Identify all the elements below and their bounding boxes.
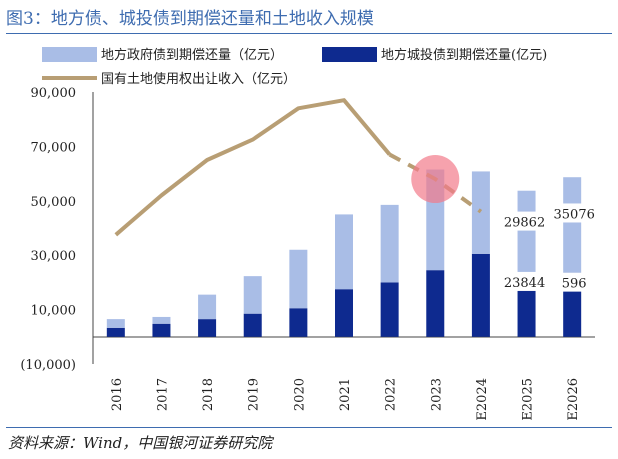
data-label: 35076: [554, 207, 595, 222]
bar-lgfv-2017: [152, 323, 171, 337]
x-tick-label: 2019: [247, 378, 262, 411]
x-tick-label: E2026: [566, 378, 581, 421]
bar-lgfv-2019: [243, 313, 262, 337]
data-label: 596: [562, 277, 587, 292]
data-label: 23844: [504, 276, 545, 291]
bar-local-gov-2021: [335, 214, 353, 290]
bar-local-gov-2020: [289, 249, 308, 309]
x-tick-label: 2022: [384, 378, 399, 411]
legend-label-local-gov: 地方政府债到期偿还量（亿元）: [101, 47, 283, 63]
footer-divider: [6, 427, 612, 428]
bar-local-gov-E2026: [563, 177, 582, 273]
legend-swatch-lgfv: [322, 47, 377, 62]
land-revenue-line: [114, 98, 392, 237]
bar-lgfv-2021: [335, 289, 353, 337]
legend-label-lgfv: 地方城投债到期偿还量(亿元): [381, 47, 547, 63]
x-tick-label: E2024: [475, 378, 490, 421]
bar-local-gov-2016: [106, 319, 125, 328]
chart-title: 图3：地方债、城投债到期偿还量和土地收入规模: [6, 9, 374, 29]
data-label-backdrop: [502, 211, 547, 231]
x-tick-label: 2021: [338, 378, 353, 411]
legend-label-land: 国有土地使用权出让收入（亿元）: [101, 71, 296, 87]
bar-local-gov-E2025: [517, 190, 536, 272]
x-tick-label: 2020: [292, 378, 307, 411]
source-note: 资料来源：Wind，中国银河证券研究院: [8, 434, 273, 452]
bar-local-gov-E2024: [471, 171, 490, 254]
y-tick-label: 10,000: [31, 304, 77, 319]
y-tick-label: 70,000: [31, 140, 77, 155]
x-tick-label: 2018: [201, 378, 216, 411]
title-divider: [6, 33, 612, 34]
data-label-backdrop: [552, 203, 597, 223]
bar-lgfv-2022: [380, 282, 399, 337]
y-tick-label: 50,000: [31, 195, 77, 210]
data-label-backdrop: [552, 272, 597, 292]
x-tick-label: 2017: [155, 378, 170, 411]
y-tick-label: 90,000: [31, 86, 77, 101]
bar-lgfv-2016: [106, 327, 125, 337]
bar-lgfv-2023: [426, 270, 445, 337]
bar-local-gov-2017: [152, 316, 171, 324]
data-label-backdrop: [502, 271, 547, 291]
legend-swatch-local-gov: [42, 47, 97, 62]
x-tick-label: E2025: [521, 378, 536, 421]
data-label: 29862: [504, 216, 545, 231]
bar-lgfv-2020: [289, 308, 308, 337]
bar-local-gov-2018: [198, 294, 217, 320]
bar-lgfv-E2024: [471, 253, 490, 337]
x-tick-label: 2023: [429, 378, 444, 411]
bar-local-gov-2022: [380, 204, 399, 283]
x-tick-label: 2016: [110, 378, 125, 411]
bar-lgfv-2018: [198, 319, 217, 337]
y-tick-label: (10,000): [20, 358, 76, 373]
highlight-circle: [411, 155, 460, 204]
bar-local-gov-2019: [243, 276, 262, 314]
y-tick-label: 30,000: [31, 249, 77, 264]
